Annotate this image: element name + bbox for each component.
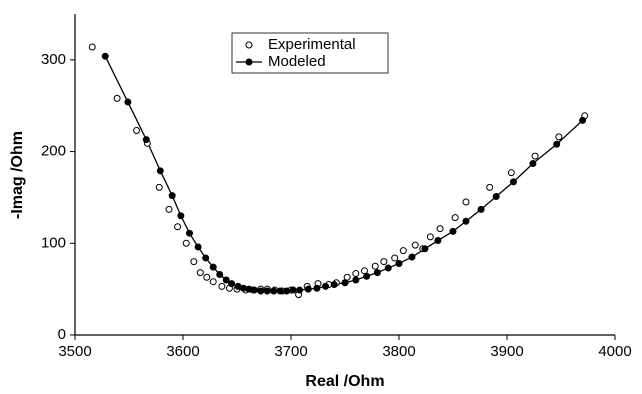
modeled-point [250,286,258,294]
y-axis-title: -Imag /Ohm [9,131,26,219]
legend-label: Experimental [268,36,356,53]
experimental-point [436,225,444,233]
experimental-point [209,278,217,286]
modeled-point [322,282,330,290]
experimental-point [113,94,121,102]
experimental-point [218,282,226,290]
y-tick-label: 0 [58,326,66,343]
modeled-point [529,159,537,167]
modeled-point [330,281,338,289]
modeled-point [341,279,349,287]
modeled-point [257,287,265,295]
experimental-point [88,43,96,51]
y-tick-label: 300 [41,51,66,68]
modeled-point [263,287,271,295]
modeled-point [449,227,457,235]
experimental-point [462,198,470,206]
modeled-point [124,98,132,106]
modeled-point [553,140,561,148]
modeled-point [216,270,224,278]
modeled-point [408,253,416,261]
experimental-point [196,269,204,277]
modeled-point [283,287,291,295]
modeled-point [304,285,312,293]
legend-label: Modeled [268,53,326,70]
x-tick-label: 3700 [274,343,307,360]
modeled-point [384,264,392,272]
experimental-point [531,152,539,160]
modeled-point [222,276,230,284]
x-axis-title: Real /Ohm [305,373,384,390]
modeled-point [296,286,304,294]
experimental-point [174,223,182,231]
experimental-point [451,214,459,222]
experimental-point [371,262,379,270]
x-tick-label: 3800 [382,343,415,360]
modeled-point [209,263,217,271]
y-tick-label: 100 [41,234,66,251]
experimental-point [190,258,198,266]
experimental-point [380,258,388,266]
modeled-point [228,280,236,288]
experimental-point [391,254,399,262]
legend-box [231,32,389,74]
modeled-point [202,254,210,262]
modeled-point [156,167,164,175]
experimental-point [203,273,211,281]
modeled-point [177,212,185,220]
experimental-point [352,270,360,278]
experimental-point [165,205,173,213]
modeled-point [313,284,321,292]
modeled-point [492,193,500,201]
experimental-point [555,133,563,141]
legend-marker [245,58,253,66]
x-tick-label: 4000 [598,343,631,360]
modeled-point [185,229,193,237]
modeled-point [434,237,442,245]
modeled-point [579,116,587,124]
modeled-point [421,245,429,253]
modeled-point [509,178,517,186]
x-tick-label: 3600 [166,343,199,360]
y-tick-label: 200 [41,143,66,160]
experimental-point [411,241,419,249]
modeled-point [395,259,403,267]
modeled-point [477,205,485,213]
experimental-point [426,233,434,241]
modeled-point [194,243,202,251]
experimental-point [507,169,515,177]
modeled-point [352,276,360,284]
legend-marker [245,41,253,49]
modeled-point [363,272,371,280]
modeled-point [462,217,470,225]
modeled-point [270,287,278,295]
modeled-point [289,286,297,294]
experimental-point [486,183,494,191]
modeled-point [142,136,150,144]
modeled-point [101,52,109,60]
modeled-point [276,287,284,295]
experimental-point [155,183,163,191]
experimental-point [182,239,190,247]
modeled-point [168,192,176,200]
experimental-point [399,247,407,255]
x-tick-label: 3900 [490,343,523,360]
experimental-point [133,126,141,134]
modeled-point [373,269,381,277]
x-tick-label: 3500 [58,343,91,360]
